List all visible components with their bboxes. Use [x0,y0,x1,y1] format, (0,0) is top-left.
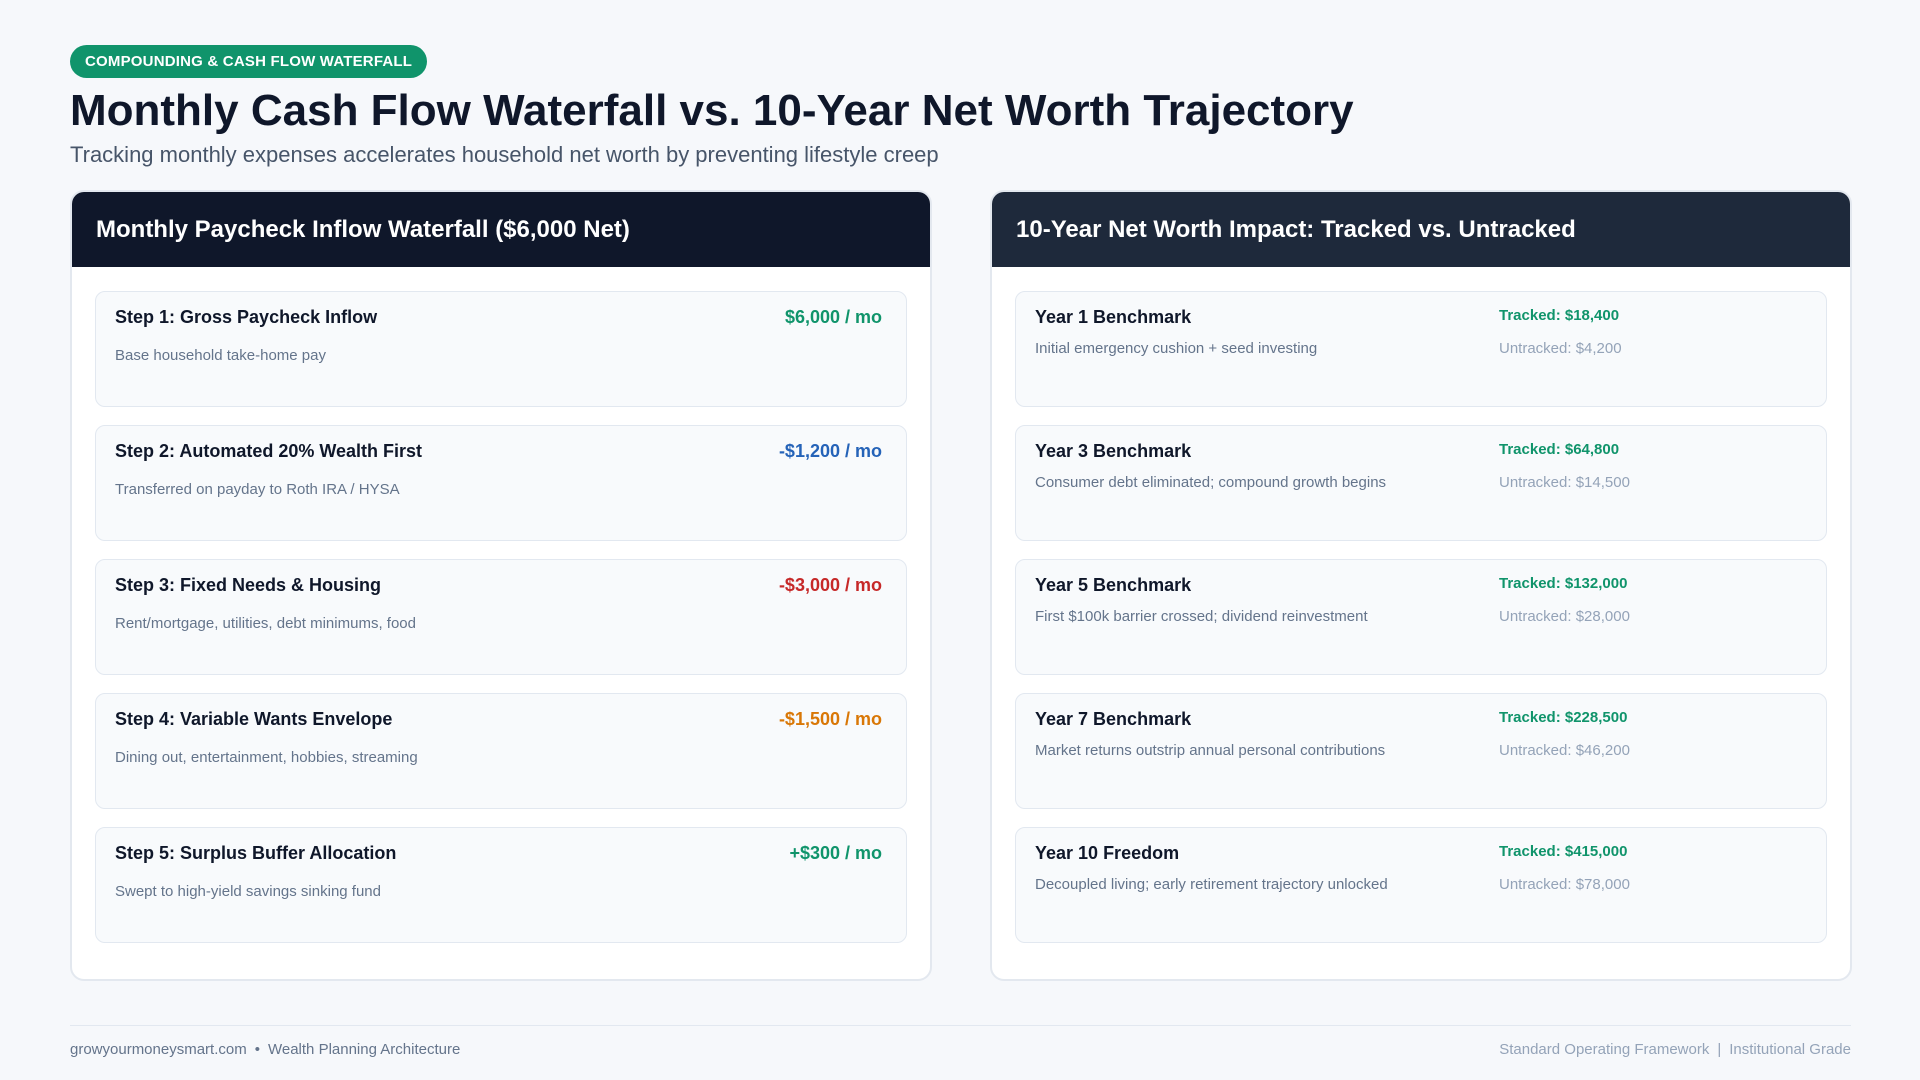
waterfall-step-card: Step 1: Gross Paycheck Inflow $6,000 / m… [95,291,907,407]
waterfall-step-card: Step 5: Surplus Buffer Allocation +$300 … [95,827,907,943]
benchmark-description: Initial emergency cushion + seed investi… [1035,340,1318,357]
benchmark-card: Year 5 Benchmark First $100k barrier cro… [1015,559,1827,675]
step-title: Step 3: Fixed Needs & Housing [115,575,382,595]
net-worth-panel-header: 10-Year Net Worth Impact: Tracked vs. Un… [992,192,1850,267]
waterfall-panel: Monthly Paycheck Inflow Waterfall ($6,00… [70,190,932,981]
step-description: Base household take-home pay [115,347,326,364]
step-description: Rent/mortgage, utilities, debt minimums,… [115,615,416,632]
waterfall-step-card: Step 2: Automated 20% Wealth First -$1,2… [95,425,907,541]
tracked-value: Tracked: $18,400 [1499,307,1620,324]
tracked-value: Tracked: $228,500 [1499,709,1628,726]
step-amount: -$1,200 / mo [778,441,882,461]
benchmark-title: Year 10 Freedom [1035,843,1180,863]
untracked-value: Untracked: $14,500 [1499,474,1630,491]
page-title: Monthly Cash Flow Waterfall vs. 10-Year … [70,86,1354,135]
net-worth-panel: 10-Year Net Worth Impact: Tracked vs. Un… [990,190,1852,981]
footer-framework-label: Standard Operating Framework [1499,1041,1710,1058]
benchmark-card: Year 10 Freedom Decoupled living; early … [1015,827,1827,943]
step-amount: -$1,500 / mo [778,709,882,729]
category-badge: COMPOUNDING & CASH FLOW WATERFALL [70,45,428,78]
step-title: Step 2: Automated 20% Wealth First [115,441,423,461]
footer-divider-glyph: | [1717,1041,1722,1058]
untracked-value: Untracked: $46,200 [1499,742,1630,759]
benchmark-description: Market returns outstrip annual personal … [1035,742,1386,759]
benchmark-card: Year 3 Benchmark Consumer debt eliminate… [1015,425,1827,541]
step-description: Dining out, entertainment, hobbies, stre… [115,749,418,766]
footer-right: Standard Operating Framework | Institution… [1499,1041,1851,1058]
untracked-value: Untracked: $4,200 [1499,340,1622,357]
step-amount: +$300 / mo [789,843,882,863]
waterfall-steps-list: Step 1: Gross Paycheck Inflow $6,000 / m… [72,267,930,943]
benchmark-description: Consumer debt eliminated; compound growt… [1035,474,1387,491]
benchmark-list: Year 1 Benchmark Initial emergency cushi… [992,267,1850,943]
untracked-value: Untracked: $28,000 [1499,608,1630,625]
tracked-value: Tracked: $415,000 [1499,843,1628,860]
benchmark-description: Decoupled living; early retirement traje… [1035,876,1388,893]
benchmark-description: First $100k barrier crossed; dividend re… [1035,608,1368,625]
footer-grade-label: Institutional Grade [1729,1041,1851,1058]
benchmark-card: Year 7 Benchmark Market returns outstrip… [1015,693,1827,809]
footer-divider [70,1025,1851,1026]
benchmark-title: Year 5 Benchmark [1035,575,1192,595]
tracked-value: Tracked: $64,800 [1499,441,1620,458]
waterfall-panel-header: Monthly Paycheck Inflow Waterfall ($6,00… [72,192,930,267]
footer-tagline: Wealth Planning Architecture [267,1041,461,1058]
footer-left: growyourmoneysmart.com • Wealth Planning A… [70,1041,460,1058]
step-title: Step 5: Surplus Buffer Allocation [115,843,397,863]
waterfall-step-card: Step 3: Fixed Needs & Housing -$3,000 / … [95,559,907,675]
step-description: Transferred on payday to Roth IRA / HYSA [115,481,400,498]
step-amount: $6,000 / mo [784,307,882,327]
waterfall-step-card: Step 4: Variable Wants Envelope -$1,500 … [95,693,907,809]
untracked-value: Untracked: $78,000 [1499,876,1630,893]
benchmark-title: Year 1 Benchmark [1035,307,1192,327]
page-subtitle: Tracking monthly expenses accelerates ho… [70,142,939,167]
benchmark-title: Year 3 Benchmark [1035,441,1192,461]
footer-bullet: • [254,1041,260,1058]
step-title: Step 4: Variable Wants Envelope [115,709,393,729]
step-amount: -$3,000 / mo [778,575,882,595]
tracked-value: Tracked: $132,000 [1499,575,1628,592]
step-title: Step 1: Gross Paycheck Inflow [115,307,378,327]
benchmark-card: Year 1 Benchmark Initial emergency cushi… [1015,291,1827,407]
footer-site-link[interactable]: growyourmoneysmart.com [70,1041,247,1058]
benchmark-title: Year 7 Benchmark [1035,709,1192,729]
step-description: Swept to high-yield savings sinking fund [115,883,381,900]
